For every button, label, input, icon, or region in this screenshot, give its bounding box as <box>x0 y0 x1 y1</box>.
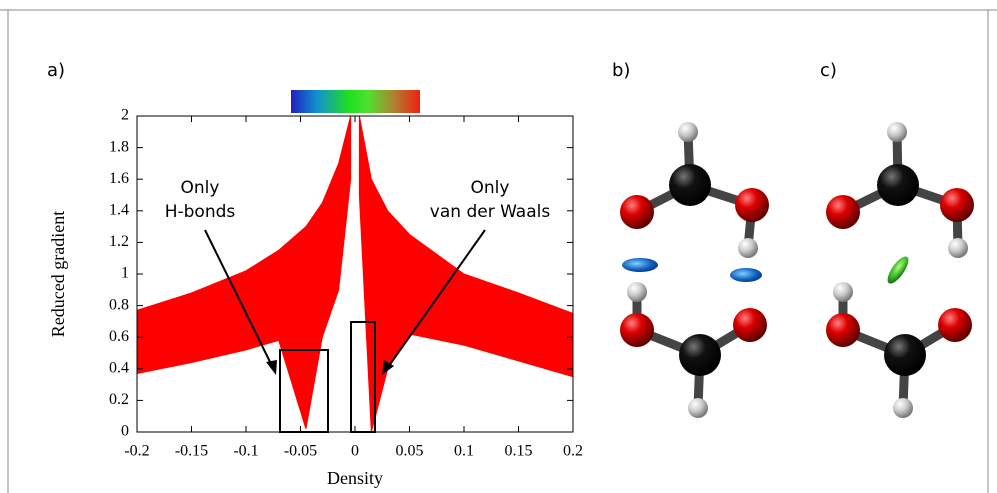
y-tick-label: 1.6 <box>109 170 129 187</box>
density-area <box>359 116 573 432</box>
x-tick-label: 0.1 <box>454 443 474 460</box>
molecule <box>826 122 974 418</box>
figure: a) b) c) 0 0.2 0.4 0.6 0.8 1 1.2 1.4 1.6 1.8 2 -0.2… <box>0 0 997 493</box>
color-bar <box>291 90 420 113</box>
x-tick-label: -0.15 <box>175 443 208 460</box>
y-tick-label: 1 <box>121 265 129 282</box>
y-tick-label: 0.2 <box>109 391 129 408</box>
annotation: Only <box>471 178 510 198</box>
x-tick-label: -0.1 <box>233 443 258 460</box>
arrow-head <box>266 360 277 375</box>
x-tick-label: -0.05 <box>284 443 317 460</box>
x-tick-label: -0.2 <box>124 443 149 460</box>
y-tick-label: 0.6 <box>109 328 129 345</box>
density-area <box>137 116 351 429</box>
x-axis-label: Density <box>327 468 383 488</box>
x-tick-label: 0.05 <box>396 443 424 460</box>
plot-frame <box>137 116 573 432</box>
x-tick-label: 0 <box>351 443 359 460</box>
y-tick-label: 0.4 <box>109 359 129 376</box>
y-tick-label: 2 <box>121 107 129 124</box>
annotation: van der Waals <box>430 202 551 222</box>
y-tick-label: 1.4 <box>109 201 129 218</box>
plot: 0 0.2 0.4 0.6 0.8 1 1.2 1.4 1.6 1.8 2 -0.2 -0.15 -0.1… <box>48 107 583 488</box>
annotation: H-bonds <box>165 202 236 222</box>
x-tick-label: 0.2 <box>563 443 583 460</box>
panel-label: b) <box>612 60 630 81</box>
y-tick-label: 1.8 <box>109 138 129 155</box>
panel-label: c) <box>820 60 837 81</box>
annotation: Only <box>181 178 220 198</box>
y-tick-label: 0.8 <box>109 296 129 313</box>
y-axis-label: Reduced gradient <box>48 211 68 337</box>
y-tick-label: 1.2 <box>109 233 129 250</box>
y-tick-label: 0 <box>121 423 129 440</box>
molecule <box>620 122 769 418</box>
panel-label: a) <box>47 60 65 81</box>
x-tick-label: 0.15 <box>505 443 533 460</box>
